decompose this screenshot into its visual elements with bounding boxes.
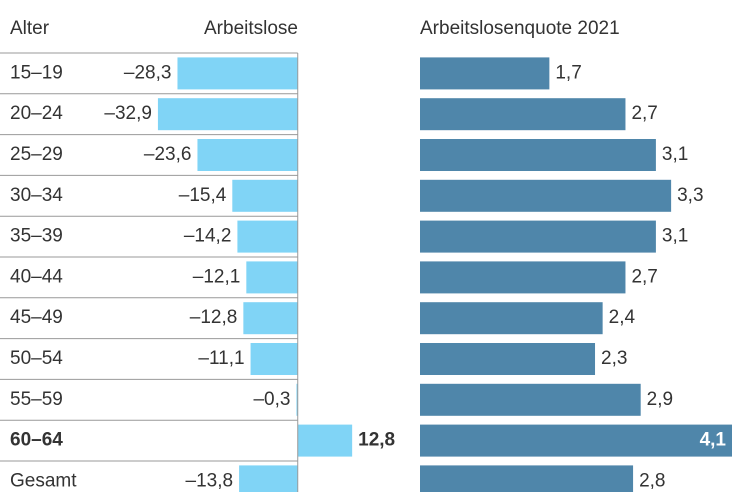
value-label: 2,7	[631, 266, 657, 287]
category-header: Alter	[10, 18, 50, 39]
category-label: 30–34	[10, 185, 63, 206]
value-label: 2,8	[639, 470, 665, 491]
bar	[177, 57, 298, 90]
bar	[297, 424, 353, 457]
value-label: 3,3	[677, 185, 703, 206]
bar	[243, 302, 298, 335]
category-label: Gesamt	[10, 470, 77, 491]
bar	[420, 179, 672, 212]
bar	[246, 261, 298, 294]
value-label: –13,8	[186, 470, 234, 491]
category-label: 25–29	[10, 144, 63, 165]
value-label: 3,1	[662, 226, 688, 247]
bar	[250, 343, 298, 375]
value-label: 2,4	[609, 307, 636, 328]
bar	[237, 220, 298, 253]
value-label: –28,3	[124, 62, 172, 83]
value-label: 2,9	[647, 389, 673, 410]
bar	[232, 179, 298, 212]
category-label: 45–49	[10, 307, 63, 328]
value-label: 12,8	[358, 430, 395, 451]
value-label: 2,3	[601, 348, 627, 369]
value-label: 1,7	[555, 62, 581, 83]
bar	[420, 261, 626, 294]
bar	[420, 220, 656, 253]
bar	[157, 98, 298, 131]
category-label: 55–59	[10, 389, 63, 410]
value-label: –23,6	[144, 144, 192, 165]
category-label: 35–39	[10, 226, 63, 247]
value-label: –12,1	[193, 266, 241, 287]
right-title: Arbeitslosenquote 2021	[420, 18, 620, 39]
bar	[420, 139, 656, 171]
bar	[197, 139, 298, 171]
value-label: –0,3	[253, 389, 290, 410]
value-label: –11,1	[198, 348, 244, 369]
bar	[420, 383, 641, 416]
bar	[420, 343, 596, 375]
value-label: –15,4	[179, 185, 227, 206]
category-label: 40–44	[10, 266, 63, 287]
bar	[420, 98, 626, 131]
value-label: –32,9	[104, 103, 152, 124]
bar	[296, 383, 298, 416]
bar	[420, 424, 732, 457]
bar	[420, 302, 603, 335]
value-label: 4,1	[700, 430, 727, 451]
category-label: 60–64	[10, 430, 63, 451]
category-label: 20–24	[10, 103, 63, 124]
category-label: 15–19	[10, 62, 63, 83]
bar	[420, 465, 634, 492]
bar	[239, 465, 298, 492]
bar	[420, 57, 550, 90]
category-label: 50–54	[10, 348, 63, 369]
value-label: –14,2	[184, 226, 232, 247]
value-label: 3,1	[662, 144, 688, 165]
value-label: 2,7	[631, 103, 657, 124]
value-label: –12,8	[190, 307, 238, 328]
left-title: Arbeitslose	[204, 18, 298, 39]
